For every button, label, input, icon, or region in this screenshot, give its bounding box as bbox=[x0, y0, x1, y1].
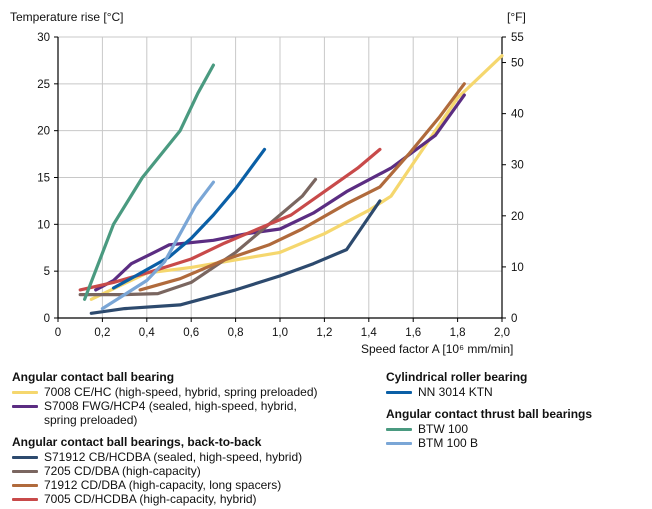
series-line-s71912 bbox=[89, 199, 382, 315]
x-tick-label: 0 bbox=[55, 327, 61, 339]
legend-entry: 71912 CD/DBA (high-capacity, long spacer… bbox=[12, 478, 362, 492]
x-tick-label: 1,0 bbox=[272, 327, 288, 339]
y-axis-title: Temperature rise [°C] bbox=[10, 10, 124, 24]
series-line-sbtm100b bbox=[100, 180, 215, 311]
y-tick-label: 15 bbox=[37, 173, 50, 185]
x-tick-label: 2,0 bbox=[494, 327, 510, 339]
y2-axis-title: [°F] bbox=[507, 10, 526, 24]
legend-group-title: Angular contact thrust ball bearings bbox=[386, 407, 593, 421]
x-tick-label: 0,6 bbox=[183, 327, 199, 339]
legend-swatch bbox=[12, 484, 38, 487]
x-tick-label: 0,8 bbox=[228, 327, 244, 339]
legend-swatch bbox=[12, 498, 38, 501]
y2-tick-label: 0 bbox=[511, 313, 517, 325]
legend-entry: BTW 100 bbox=[386, 422, 646, 436]
y2-tick-label: 20 bbox=[511, 211, 524, 223]
legend-swatch bbox=[12, 456, 38, 459]
legend-swatch bbox=[386, 442, 412, 445]
legend-group-title: Cylindrical roller bearing bbox=[386, 370, 528, 384]
x-tick-label: 0,4 bbox=[139, 327, 156, 339]
series-line-s71912cd bbox=[138, 82, 466, 292]
series-line-snn3014 bbox=[111, 147, 267, 290]
legend-label: BTM 100 B bbox=[418, 436, 479, 450]
y-tick-label: 20 bbox=[37, 126, 50, 138]
legend-entry: 7205 CD/DBA (high-capacity) bbox=[12, 464, 362, 478]
x-tick-label: 1,4 bbox=[361, 327, 378, 339]
legend-left: Angular contact ball bearing 7008 CE/HC … bbox=[12, 370, 362, 506]
legend-entry: S71912 CB/HCDBA (sealed, high-speed, hyb… bbox=[12, 450, 362, 464]
legend-swatch bbox=[12, 391, 38, 394]
x-tick-label: 1,2 bbox=[316, 327, 332, 339]
y-tick-label: 30 bbox=[37, 32, 50, 44]
legend-swatch bbox=[386, 428, 412, 431]
legend-entry: BTM 100 B bbox=[386, 436, 646, 450]
y-tick-label: 25 bbox=[37, 79, 50, 91]
chart: 0 0,2 0,4 0,6 0,8 1,0 1,2 1,4 1,6 1,8 2,0051015202… bbox=[10, 10, 526, 356]
legend-group-title: Angular contact ball bearing bbox=[12, 370, 175, 384]
y2-tick-label: 40 bbox=[511, 109, 524, 121]
y2-tick-label: 30 bbox=[511, 160, 524, 172]
x-tick-label: 0,2 bbox=[94, 327, 110, 339]
legend-right: Cylindrical roller bearing NN 3014 KTN A… bbox=[386, 370, 646, 450]
axes: 0 0,2 0,4 0,6 0,8 1,0 1,2 1,4 1,6 1,8 2,0051015202… bbox=[37, 32, 524, 339]
legend-entry: NN 3014 KTN bbox=[386, 385, 646, 399]
legend-label: 7205 CD/DBA (high-capacity) bbox=[44, 464, 201, 478]
legend-label: 7005 CD/HCDBA (high-capacity, hybrid) bbox=[44, 492, 257, 506]
legend-swatch bbox=[12, 470, 38, 473]
y2-tick-label: 50 bbox=[511, 58, 524, 70]
legend-label: 71912 CD/DBA (high-capacity, long spacer… bbox=[44, 478, 282, 492]
y-tick-label: 0 bbox=[44, 313, 50, 325]
x-tick-label: 1,8 bbox=[450, 327, 466, 339]
series-line-sbtw100 bbox=[82, 63, 215, 301]
legend-entry: S7008 FWG/HCP4 (sealed, high-speed, hybr… bbox=[12, 399, 362, 427]
legend-swatch bbox=[386, 391, 412, 394]
y-tick-label: 5 bbox=[44, 266, 50, 278]
legend-label: S71912 CB/HCDBA (sealed, high-speed, hyb… bbox=[44, 450, 303, 464]
legend-group-title: Angular contact ball bearings, back-to-b… bbox=[12, 435, 262, 449]
y2-tick-label: 10 bbox=[511, 262, 524, 274]
legend-swatch bbox=[12, 405, 38, 408]
legend-label: 7008 CE/HC (high-speed, hybrid, spring p… bbox=[44, 385, 318, 399]
series-line-s7205 bbox=[78, 177, 318, 297]
legend-label: NN 3014 KTN bbox=[418, 385, 493, 399]
legend-label: S7008 FWG/HCP4 (sealed, high-speed, hybr… bbox=[44, 399, 297, 427]
series-line-s7008ce bbox=[89, 54, 504, 301]
x-tick-label: 1,6 bbox=[405, 327, 421, 339]
legend-label: BTW 100 bbox=[418, 422, 469, 436]
x-axis-title: Speed factor A [10⁶ mm/min] bbox=[361, 342, 513, 356]
series-lines bbox=[78, 54, 504, 315]
y-tick-label: 10 bbox=[37, 219, 50, 231]
legend-entry: 7008 CE/HC (high-speed, hybrid, spring p… bbox=[12, 385, 362, 399]
y2-tick-label: 55 bbox=[511, 32, 524, 44]
legend-entry: 7005 CD/HCDBA (high-capacity, hybrid) bbox=[12, 492, 362, 506]
